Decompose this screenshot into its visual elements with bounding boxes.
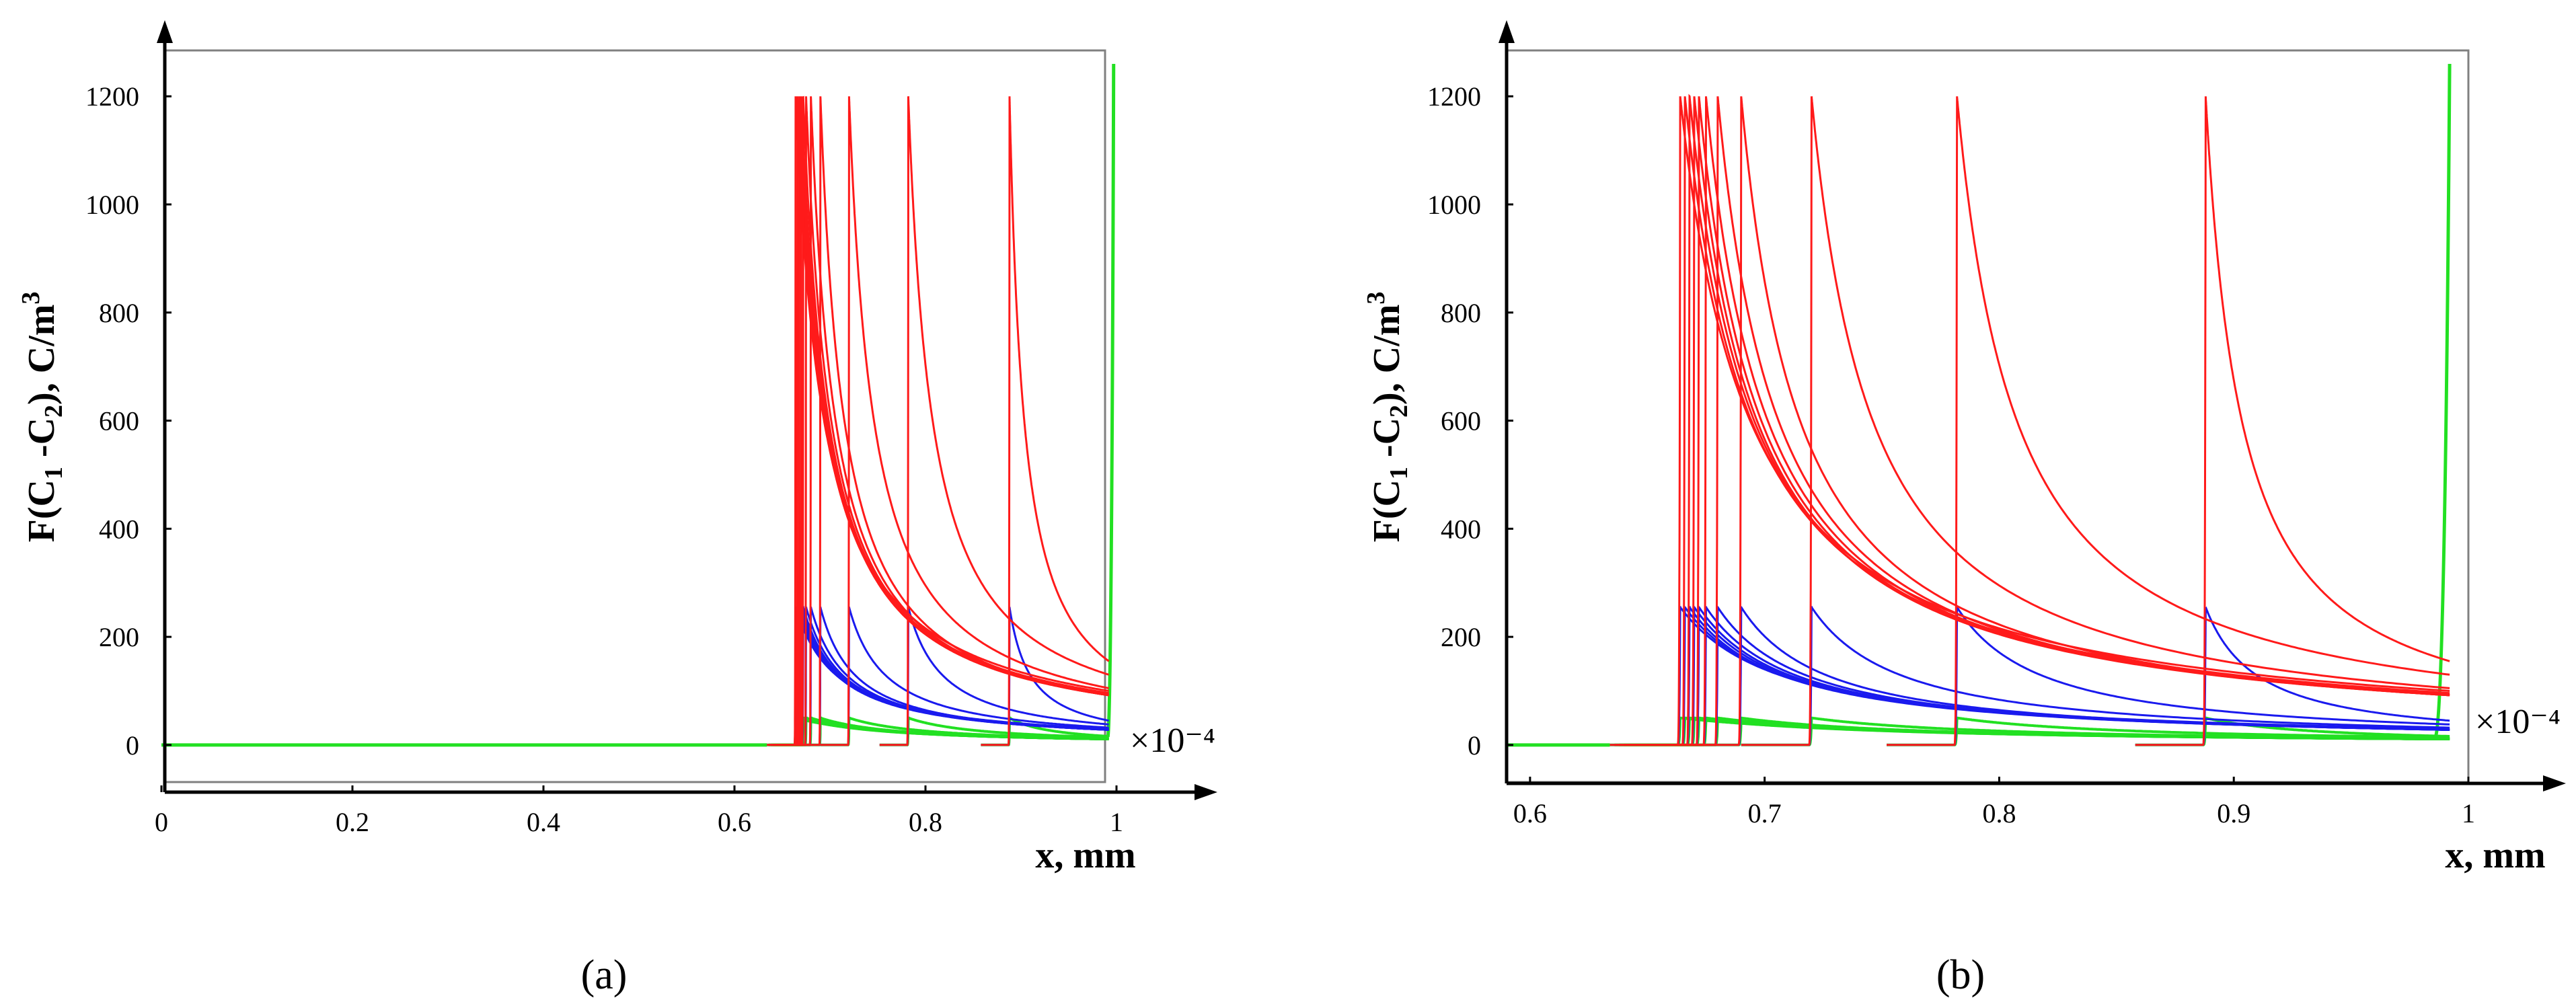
red-curve-1: [1609, 96, 2450, 746]
y-tick-label: 1000: [85, 190, 139, 220]
x-tick-label: 1: [2462, 798, 2475, 828]
red-curve-10: [1887, 96, 2450, 746]
green-wall-rise: [1106, 63, 1116, 738]
red-curve-10: [879, 95, 1110, 746]
blue-curve-8: [792, 606, 1109, 746]
panel-label-b: (b): [1936, 952, 1985, 998]
chart-a: 0 200 400 600 800 1000 1200 0 0.2 0.4 0.6 0.8 1 F(C1…: [17, 20, 1217, 998]
y-tick-label: 0: [126, 730, 139, 761]
green-wall-rise: [2433, 63, 2452, 738]
blue-curve-9: [820, 606, 1109, 746]
blue-curve-10: [1887, 606, 2450, 746]
x-axis-label: x, mm: [1035, 835, 1135, 876]
red-curve-11: [2135, 96, 2450, 746]
y-tick-label: 800: [99, 298, 139, 328]
y-tick-label: 0: [1468, 730, 1481, 761]
y-tick-label: 400: [99, 514, 139, 544]
red-curve-9: [1741, 96, 2450, 746]
red-curve-9: [820, 96, 1109, 746]
x-axis-arrow: [1195, 784, 1217, 800]
red-curve-8: [1671, 96, 2450, 746]
x-tick-label: 0.4: [527, 807, 560, 837]
x-tick-label: 0.7: [1748, 798, 1782, 828]
blue-curve-9: [1741, 606, 2450, 746]
x-axis-label: x, mm: [2445, 835, 2545, 876]
curves-group: [1507, 63, 2452, 747]
ticks-group: 0 200 400 600 800 1000 1200 0 0.2 0.4 0.6 0.8 1: [85, 81, 1123, 837]
red-curve-7: [1647, 96, 2450, 746]
red-curve-4: [1624, 96, 2450, 746]
green-curve-10: [1887, 716, 2450, 746]
y-tick-label: 1200: [1427, 81, 1481, 112]
axes-group: [157, 20, 1217, 800]
x-tick-label: 0.8: [909, 807, 942, 837]
y-tick-label: 400: [1441, 514, 1481, 544]
red-curve-11: [981, 96, 1110, 746]
green-curve-9: [1741, 716, 2450, 746]
x-tick-label: 0.2: [336, 807, 369, 837]
chart-b: 0 200 400 600 800 1000 1200 0.6 0.7 0.8 0.9 1 F(C1 …: [1362, 20, 2566, 998]
red-curve-8: [792, 96, 1109, 746]
y-axis-arrow: [157, 20, 173, 43]
plot-frame: [163, 49, 1106, 783]
y-axis-label: F(C1 -C2), C/m3: [1362, 292, 1413, 543]
panel-label-a: (a): [581, 952, 628, 998]
x-multiplier: ×10⁻⁴: [2475, 703, 2561, 741]
y-tick-label: 600: [1441, 406, 1481, 436]
x-tick-label: 0.9: [2217, 798, 2250, 828]
y-axis-label: F(C1 -C2), C/m3: [17, 292, 68, 543]
curves-group: [161, 63, 1116, 747]
x-axis-arrow: [2543, 775, 2566, 791]
blue-curve-11: [981, 607, 1109, 746]
y-tick-label: 200: [99, 622, 139, 652]
y-tick-label: 1000: [1427, 190, 1481, 220]
axes-group: [1499, 20, 2566, 791]
blue-curve-10: [879, 606, 1109, 746]
x-tick-label: 0: [155, 807, 168, 837]
y-tick-label: 800: [1441, 298, 1481, 328]
y-tick-label: 1200: [85, 81, 139, 112]
green-curve-9: [820, 716, 1109, 746]
red-curve-7: [782, 96, 1109, 746]
ticks-group: 0 200 400 600 800 1000 1200 0.6 0.7 0.8 0.9 1: [1427, 81, 2475, 828]
y-tick-label: 200: [1441, 622, 1481, 652]
blue-curve-8: [1671, 606, 2450, 746]
x-tick-label: 0.8: [1982, 798, 2016, 828]
x-multiplier: ×10⁻⁴: [1130, 722, 1215, 760]
blue-curve-11: [2135, 606, 2450, 746]
x-tick-label: 1: [1110, 807, 1123, 837]
green-curve-10: [879, 716, 1109, 746]
x-tick-label: 0.6: [1513, 798, 1547, 828]
x-tick-label: 0.6: [718, 807, 751, 837]
plot-frame: [1505, 49, 2470, 783]
y-tick-label: 600: [99, 406, 139, 436]
y-axis-arrow: [1499, 20, 1515, 43]
